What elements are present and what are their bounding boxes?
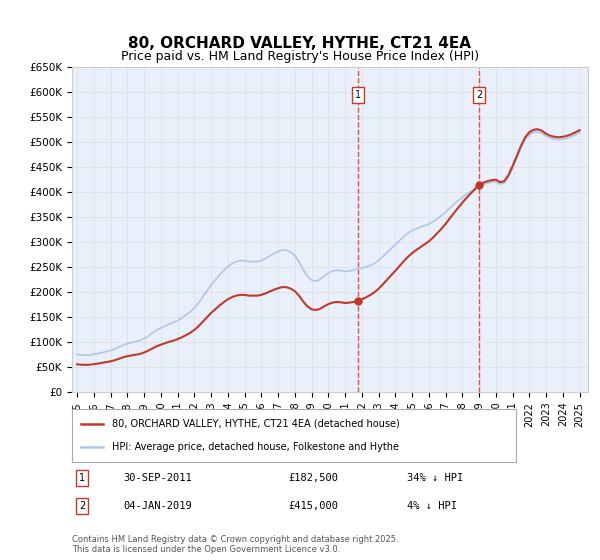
- Text: Price paid vs. HM Land Registry's House Price Index (HPI): Price paid vs. HM Land Registry's House …: [121, 50, 479, 63]
- Text: £415,000: £415,000: [289, 501, 339, 511]
- Text: 04-JAN-2019: 04-JAN-2019: [124, 501, 193, 511]
- Text: 34% ↓ HPI: 34% ↓ HPI: [407, 473, 464, 483]
- Text: 1: 1: [355, 90, 361, 100]
- Text: HPI: Average price, detached house, Folkestone and Hythe: HPI: Average price, detached house, Folk…: [112, 442, 399, 452]
- Text: Contains HM Land Registry data © Crown copyright and database right 2025.
This d: Contains HM Land Registry data © Crown c…: [72, 535, 398, 554]
- Text: 2: 2: [79, 501, 85, 511]
- Text: 4% ↓ HPI: 4% ↓ HPI: [407, 501, 457, 511]
- Text: 30-SEP-2011: 30-SEP-2011: [124, 473, 193, 483]
- Text: 1: 1: [79, 473, 85, 483]
- Text: £182,500: £182,500: [289, 473, 339, 483]
- Text: 2: 2: [476, 90, 482, 100]
- Text: 80, ORCHARD VALLEY, HYTHE, CT21 4EA (detached house): 80, ORCHARD VALLEY, HYTHE, CT21 4EA (det…: [112, 419, 400, 429]
- Text: 80, ORCHARD VALLEY, HYTHE, CT21 4EA: 80, ORCHARD VALLEY, HYTHE, CT21 4EA: [128, 36, 472, 52]
